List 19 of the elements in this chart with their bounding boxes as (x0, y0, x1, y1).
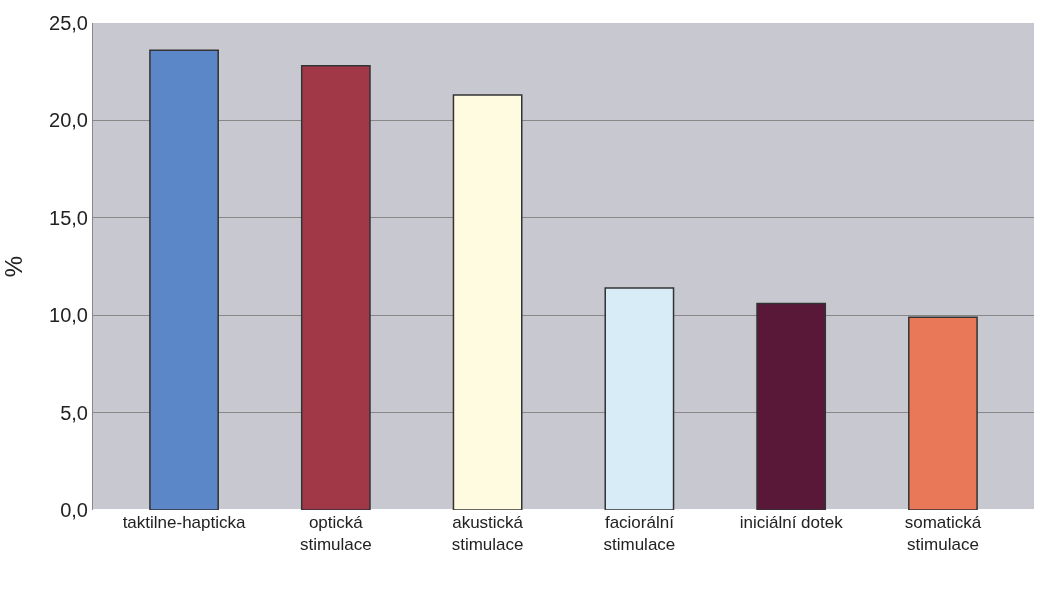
bar (149, 49, 219, 510)
x-tick-label: iniciální dotek (739, 513, 844, 532)
bar (908, 316, 978, 510)
y-axis-title: % (0, 255, 27, 278)
x-tick-label: akustická stimulace (451, 513, 524, 555)
x-tick-label: taktilne-hapticka (122, 513, 247, 532)
y-tick-label: 5,0 (60, 401, 88, 424)
y-tick-label: 20,0 (49, 109, 88, 132)
x-tick-label: somatická stimulace (904, 513, 982, 555)
y-tick-label: 25,0 (49, 12, 88, 34)
y-tick-label: 10,0 (49, 304, 88, 327)
x-tick-label: optická stimulace (299, 513, 372, 555)
y-tick-label: 0,0 (60, 499, 88, 521)
bar (604, 287, 675, 510)
x-tick-label: faciorální stimulace (603, 513, 676, 555)
y-tick-label: 15,0 (49, 206, 88, 229)
bar (300, 65, 371, 510)
bar (452, 94, 523, 510)
bar (756, 302, 827, 510)
